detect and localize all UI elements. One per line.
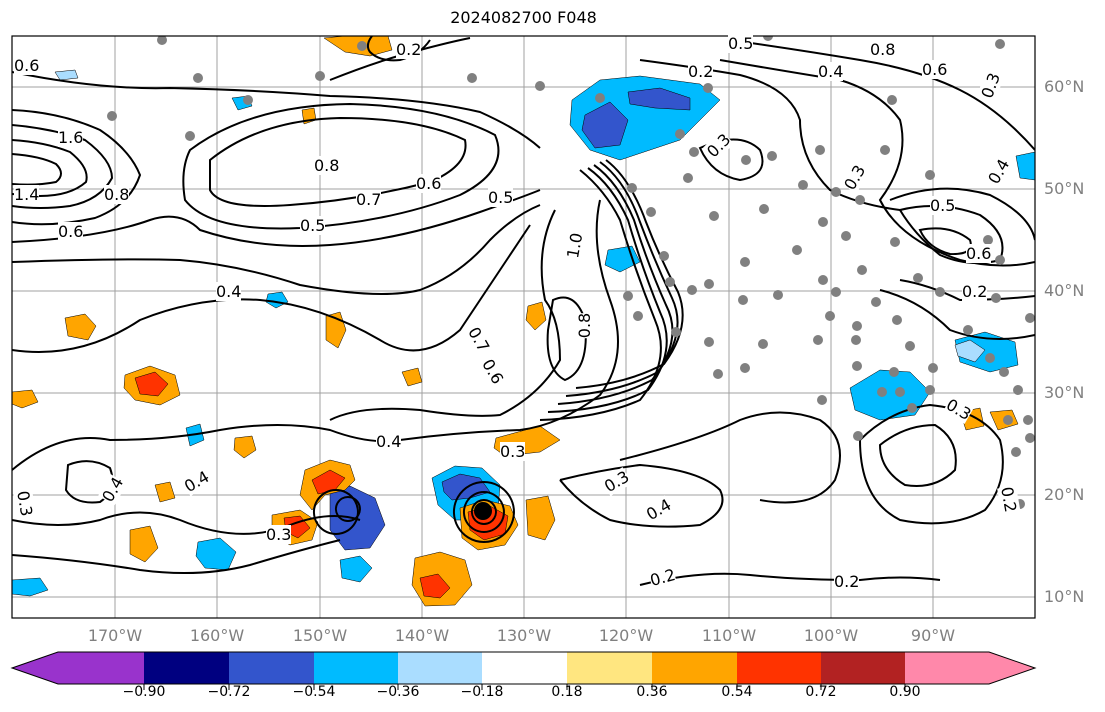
colorbar-tick-label: 0.18 bbox=[551, 684, 583, 700]
map-title: 2024082700 F048 bbox=[450, 8, 597, 27]
colorbar-segment bbox=[737, 652, 821, 684]
contour-label: 0.6 bbox=[416, 174, 442, 193]
lon-tick-label: 150°W bbox=[292, 626, 348, 645]
colorbar-tick-label: −0.18 bbox=[460, 684, 504, 700]
colorbar-tick-label: −0.36 bbox=[376, 684, 420, 700]
contour-label: 0.6 bbox=[58, 222, 84, 241]
colorbar-segment bbox=[482, 652, 567, 684]
contour-label: 1.6 bbox=[58, 128, 84, 147]
colorbar-segment bbox=[314, 652, 398, 684]
colorbar-tick-label: −0.72 bbox=[207, 684, 251, 700]
contour-label: 0.3 bbox=[266, 525, 292, 544]
lon-tick-label: 120°W bbox=[598, 626, 654, 645]
contour-label: 0.2 bbox=[396, 40, 422, 59]
lat-tick-label: 20°N bbox=[1044, 485, 1085, 504]
contour-label: 0.4 bbox=[216, 282, 242, 301]
contour-label: 0.3 bbox=[500, 442, 526, 461]
lon-tick-label: 170°W bbox=[87, 626, 143, 645]
contour-label: 0.6 bbox=[922, 60, 948, 79]
lat-tick-label: 60°N bbox=[1044, 77, 1085, 96]
contour-label: 0.2 bbox=[962, 282, 988, 301]
contour-label: 0.8 bbox=[870, 40, 896, 59]
contour-label: 0.2 bbox=[834, 572, 860, 591]
map-border bbox=[11, 35, 1036, 619]
colorbar-max-extension bbox=[989, 652, 1035, 684]
colorbar-segment bbox=[144, 652, 229, 684]
colorbar-tick-label: 0.72 bbox=[805, 684, 837, 700]
contour-label: 0.5 bbox=[930, 196, 956, 215]
contour-label: 0.2 bbox=[688, 62, 714, 81]
colorbar-min-extension bbox=[12, 652, 58, 684]
colorbar-segment bbox=[821, 652, 905, 684]
contour-label: 1.4 bbox=[14, 185, 40, 204]
contour-label: 0.5 bbox=[728, 34, 754, 53]
colorbar-tick-label: −0.90 bbox=[122, 684, 166, 700]
colorbar-tick-label: 0.54 bbox=[721, 684, 753, 700]
colorbar-segment bbox=[652, 652, 737, 684]
colorbar-outline bbox=[10, 651, 1037, 685]
contour-label: 0.6 bbox=[14, 56, 40, 75]
lat-tick-label: 50°N bbox=[1044, 179, 1085, 198]
lon-tick-label: 140°W bbox=[394, 626, 450, 645]
station-markers bbox=[107, 36, 1035, 509]
colorbar bbox=[10, 651, 1037, 690]
storm-center-marker bbox=[474, 502, 492, 520]
lon-tick-label: 160°W bbox=[189, 626, 245, 645]
lat-tick-label: 30°N bbox=[1044, 383, 1085, 402]
lon-tick-label: 90°W bbox=[910, 626, 956, 645]
colorbar-segment bbox=[905, 652, 989, 684]
colorbar-segment bbox=[229, 652, 314, 684]
colorbar-segment bbox=[58, 652, 144, 684]
contour-label: 0.4 bbox=[818, 62, 844, 81]
colorbar-segment bbox=[398, 652, 482, 684]
contour-label: 0.5 bbox=[488, 188, 514, 207]
colorbar-segment bbox=[567, 652, 652, 684]
contour-label: 0.5 bbox=[300, 216, 326, 235]
colorbar-tick-label: −0.54 bbox=[292, 684, 336, 700]
contour-label: 0.4 bbox=[376, 432, 402, 451]
contour-label: 0.6 bbox=[966, 244, 992, 263]
lat-tick-label: 10°N bbox=[1044, 587, 1085, 606]
contour-label: 0.8 bbox=[104, 185, 130, 204]
colorbar-tick-label: 0.36 bbox=[636, 684, 668, 700]
contour-label: 0.8 bbox=[314, 156, 340, 175]
lon-tick-label: 100°W bbox=[803, 626, 859, 645]
lon-tick-label: 130°W bbox=[496, 626, 552, 645]
contour-label: 0.8 bbox=[575, 312, 595, 339]
lon-tick-label: 110°W bbox=[701, 626, 757, 645]
contour-lines bbox=[12, 36, 1035, 586]
lat-tick-label: 40°N bbox=[1044, 281, 1085, 300]
colorbar-tick-label: 0.90 bbox=[889, 684, 921, 700]
contour-label: 0.7 bbox=[356, 190, 382, 209]
